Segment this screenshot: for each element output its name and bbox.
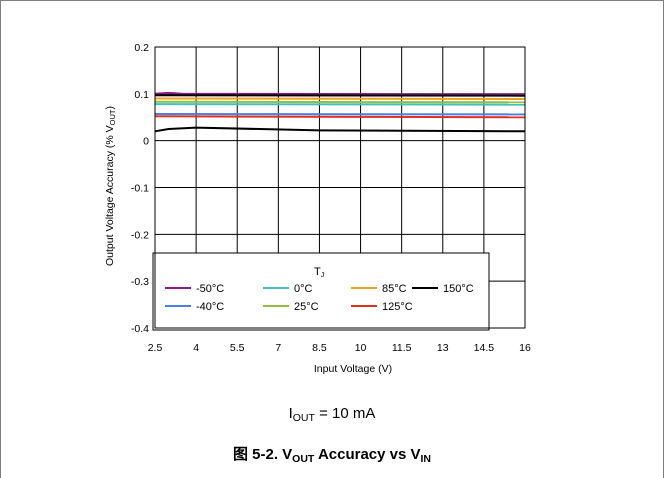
x-tick-label-8: 14.5 xyxy=(474,342,495,354)
series-line-7 xyxy=(154,94,526,97)
series-line-5 xyxy=(154,115,526,119)
x-tick-label-9: 16 xyxy=(519,342,531,354)
legend-box xyxy=(152,252,490,331)
x-tick-label-2: 5.5 xyxy=(230,342,245,354)
x-tick-label-4: 8.5 xyxy=(312,342,327,354)
series-line-4 xyxy=(154,97,526,100)
series-line-3 xyxy=(154,100,526,104)
y-axis-title: Output Voltage Accuracy (% VOUT) xyxy=(104,106,117,266)
legend-label-5: 125°C xyxy=(382,301,413,313)
y-tick-label-3: -0.1 xyxy=(131,183,149,195)
legend-label-1: -40°C xyxy=(196,301,224,313)
x-tick-label-3: 7 xyxy=(275,342,281,354)
x-axis-title: Input Voltage (V) xyxy=(314,363,392,375)
y-tick-label-5: -0.3 xyxy=(131,276,149,288)
x-tick-label-7: 13 xyxy=(437,342,449,354)
x-tick-label-6: 11.5 xyxy=(392,342,412,354)
figure-caption: 图 5-2. VOUT Accuracy vs VIN xyxy=(232,446,432,466)
legend-label-0: -50°C xyxy=(196,283,224,295)
x-tick-label-5: 10 xyxy=(355,342,367,354)
tick-labels: 2.5 4 5.5 7 8.5 10 11.5 13 14.5 16 0.2 0.1 0 -0.1 -0.2… xyxy=(131,42,531,354)
series-lines xyxy=(154,91,526,133)
series-line-6 xyxy=(154,126,526,133)
x-tick-label-0: 2.5 xyxy=(148,342,163,354)
series-line-2 xyxy=(154,103,526,106)
legend-label-4: 85°C xyxy=(382,283,407,295)
y-tick-label-6: -0.4 xyxy=(131,323,149,335)
y-tick-label-1: 0.1 xyxy=(134,89,149,101)
legend-title: TJ xyxy=(314,266,324,279)
x-tick-label-1: 4 xyxy=(193,342,199,354)
legend-label-2: 0°C xyxy=(294,283,313,295)
y-tick-label-0: 0.2 xyxy=(134,42,149,54)
plot-border xyxy=(154,46,526,329)
legend-label-6: 150°C xyxy=(443,283,474,295)
chart: TJ -50°C -40°C 0°C 25°C 85°C 125°C 150°C 2.5 4 5… xyxy=(104,42,531,375)
legend: TJ -50°C -40°C 0°C 25°C 85°C 125°C 150°C xyxy=(152,252,490,331)
y-tick-label-4: -0.2 xyxy=(131,229,149,241)
plot-frame xyxy=(154,46,526,329)
test-condition: IOUT = 10 mA xyxy=(288,405,376,425)
legend-label-3: 25°C xyxy=(294,301,319,313)
series-line-0 xyxy=(154,91,526,96)
y-tick-label-2: 0 xyxy=(143,136,149,148)
